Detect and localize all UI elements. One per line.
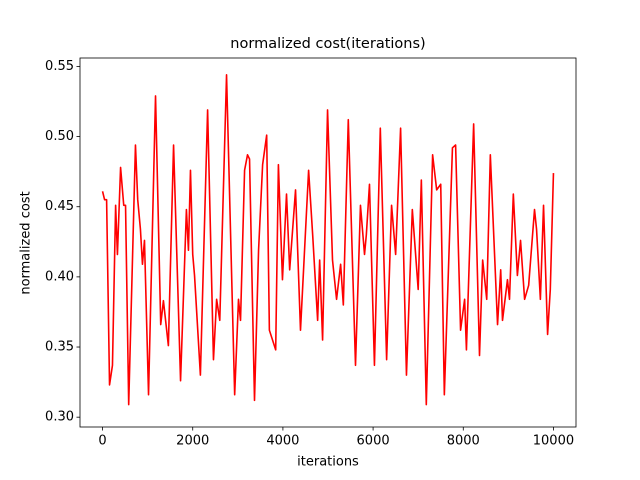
x-tick-label: 6000 (357, 434, 390, 449)
y-tick-label: 0.45 (45, 199, 74, 214)
chart-title: normalized cost(iterations) (230, 36, 425, 52)
x-tick-label: 8000 (447, 434, 480, 449)
x-tick-label: 0 (98, 434, 106, 449)
plot-frame (79, 57, 577, 428)
x-axis-label: iterations (297, 455, 359, 470)
x-tick-label: 4000 (266, 434, 299, 449)
y-axis-label: normalized cost (19, 191, 34, 294)
series-line (101, 74, 555, 406)
y-tick-label: 0.55 (45, 59, 74, 74)
y-tick-label: 0.40 (45, 269, 74, 284)
y-tick-label: 0.50 (45, 129, 74, 144)
x-tick-label: 2000 (176, 434, 209, 449)
y-tick-label: 0.30 (45, 410, 74, 425)
x-tick-label: 10000 (533, 434, 574, 449)
y-tick-label: 0.35 (45, 340, 74, 355)
